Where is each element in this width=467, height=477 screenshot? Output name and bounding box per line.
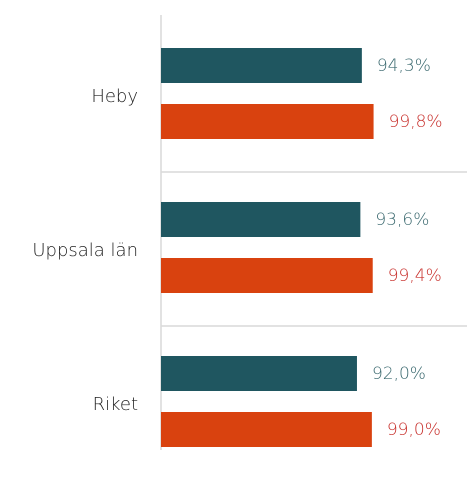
- bar: [161, 202, 361, 237]
- value-label: 93,6%: [375, 210, 429, 230]
- value-label: 99,4%: [388, 266, 442, 286]
- bar: [161, 104, 374, 139]
- category-label: Riket: [93, 394, 138, 415]
- bar: [161, 48, 362, 83]
- category-label: Uppsala län: [32, 240, 138, 261]
- bar: [161, 356, 357, 391]
- bar: [161, 412, 372, 447]
- category-label: Heby: [91, 86, 138, 107]
- value-label: 94,3%: [377, 56, 431, 76]
- bar: [161, 258, 373, 293]
- value-label: 92,0%: [372, 364, 426, 384]
- value-label: 99,0%: [387, 420, 441, 440]
- value-label: 99,8%: [389, 112, 443, 132]
